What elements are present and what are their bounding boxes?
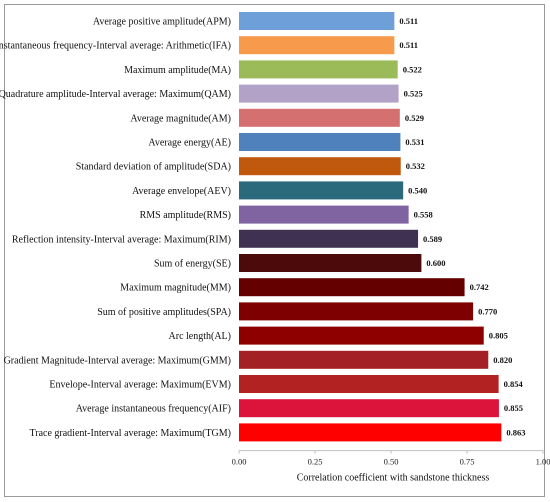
category-label: Sum of positive amplitudes(SPA) bbox=[97, 307, 231, 318]
x-axis-ticks: 0.00 0.25 0.50 0.75 1.00 bbox=[232, 450, 550, 467]
value-label: 0.855 bbox=[504, 403, 523, 413]
category-label: Maximum magnitude(MM) bbox=[120, 283, 231, 294]
category-label: Average positive amplitude(APM) bbox=[93, 17, 231, 28]
value-label: 0.540 bbox=[408, 185, 427, 195]
value-label: 0.558 bbox=[414, 210, 433, 220]
bar bbox=[239, 229, 419, 248]
bar bbox=[239, 326, 484, 345]
value-label: 0.600 bbox=[426, 258, 445, 268]
bar bbox=[239, 399, 499, 418]
bar bbox=[239, 302, 474, 321]
value-labels: 0.511 0.511 0.522 0.525 0.529 0.531 0.532 0.540… bbox=[399, 16, 525, 437]
bar bbox=[239, 60, 398, 79]
value-label: 0.742 bbox=[470, 282, 489, 292]
x-tick-label: 0.00 bbox=[232, 457, 247, 467]
category-label: Quadrature amplitude-Interval average: M… bbox=[0, 89, 231, 100]
value-label: 0.863 bbox=[506, 427, 525, 437]
category-label: Average envelope(AEV) bbox=[132, 186, 231, 197]
category-labels: Average positive amplitude(APM) Instantan… bbox=[0, 17, 231, 439]
category-label: Average instantaneous frequency(AIF) bbox=[76, 404, 231, 415]
bar bbox=[239, 375, 499, 393]
bars-group bbox=[239, 12, 502, 442]
bar bbox=[239, 84, 399, 103]
value-label: 0.770 bbox=[478, 306, 497, 316]
category-label: Maximum amplitude(MA) bbox=[124, 65, 231, 76]
category-label: RMS amplitude(RMS) bbox=[140, 210, 231, 221]
x-tick-label: 1.00 bbox=[536, 457, 550, 467]
category-label: Average magnitude(AM) bbox=[130, 113, 231, 124]
bar bbox=[239, 278, 465, 297]
value-label: 0.511 bbox=[399, 16, 418, 26]
bar bbox=[239, 423, 502, 442]
value-label: 0.532 bbox=[406, 161, 425, 171]
bar bbox=[239, 36, 395, 55]
bar bbox=[239, 181, 404, 200]
bar bbox=[239, 350, 489, 369]
value-label: 0.525 bbox=[404, 89, 423, 99]
category-label: Reflection intensity-Interval average: M… bbox=[12, 234, 231, 245]
category-label: Gradient Magnitude-Interval average: Max… bbox=[4, 355, 231, 366]
value-label: 0.805 bbox=[489, 331, 508, 341]
bar bbox=[239, 254, 422, 272]
value-label: 0.589 bbox=[423, 234, 442, 244]
x-tick-label: 0.50 bbox=[384, 457, 399, 467]
x-tick-label: 0.25 bbox=[308, 457, 323, 467]
category-label: Average energy(AE) bbox=[148, 138, 231, 149]
bar bbox=[239, 157, 401, 176]
value-label: 0.531 bbox=[405, 137, 424, 147]
category-label: Sum of energy(SE) bbox=[154, 259, 231, 270]
value-label: 0.529 bbox=[405, 113, 424, 123]
value-label: 0.854 bbox=[504, 379, 524, 389]
bar bbox=[239, 108, 400, 127]
value-label: 0.522 bbox=[403, 64, 422, 74]
bar bbox=[239, 133, 401, 151]
category-label: Standard deviation of amplitude(SDA) bbox=[76, 162, 231, 173]
category-label: Instantaneous frequency-Interval average… bbox=[0, 41, 231, 52]
bar bbox=[239, 205, 409, 224]
category-label: Trace gradient-Interval average: Maximum… bbox=[30, 428, 232, 439]
category-label: Arc length(AL) bbox=[169, 331, 231, 342]
value-label: 0.820 bbox=[493, 355, 512, 365]
category-label: Envelope-Interval average: Maximum(EVM) bbox=[49, 380, 231, 391]
x-axis-label: Correlation coefficient with sandstone t… bbox=[297, 473, 490, 484]
bar bbox=[239, 12, 395, 30]
x-tick-label: 0.75 bbox=[460, 457, 475, 467]
value-label: 0.511 bbox=[399, 40, 418, 50]
